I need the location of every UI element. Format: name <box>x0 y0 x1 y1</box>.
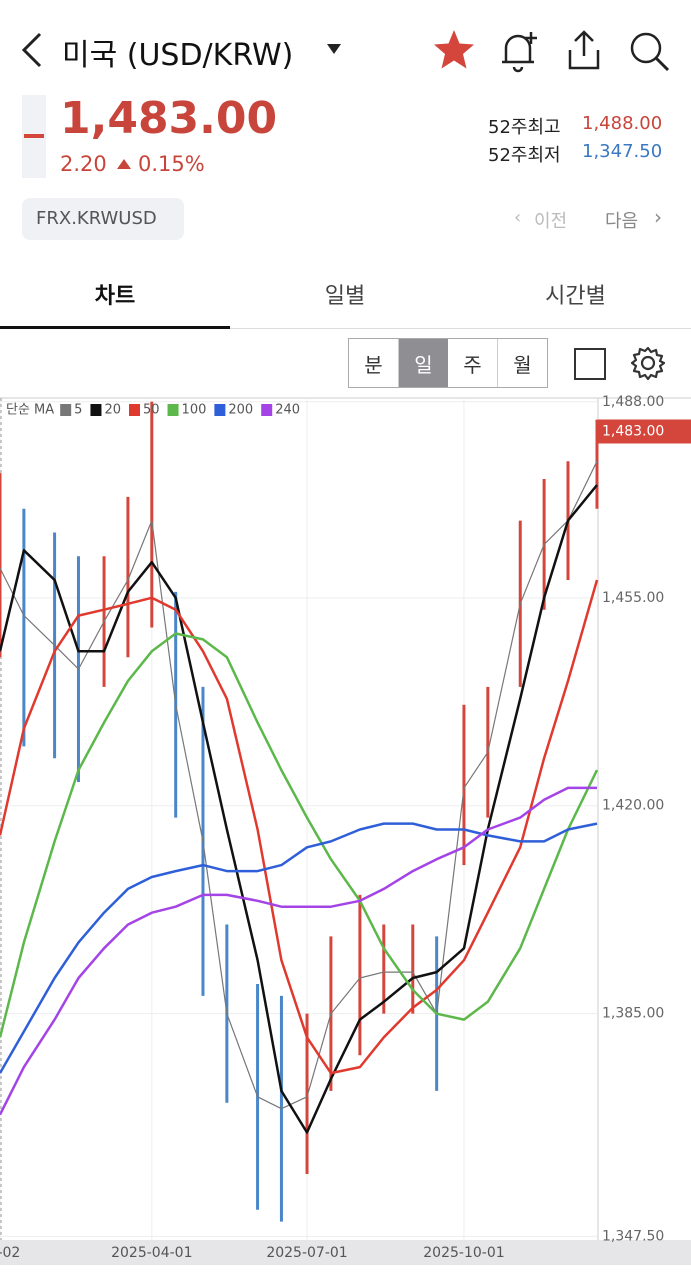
settings-icon[interactable] <box>630 345 666 381</box>
legend-label: 5 <box>74 403 82 418</box>
share-icon[interactable] <box>564 28 604 72</box>
search-icon[interactable] <box>628 30 672 74</box>
next-button[interactable]: 다음 <box>605 211 639 232</box>
low-value: 1,347.50 <box>582 141 663 162</box>
ma-line <box>0 786 597 1116</box>
y-tick-label: 1,488.00 <box>602 394 664 410</box>
ma-line <box>0 822 598 1074</box>
y-tick-label: 1,455.00 <box>602 590 664 606</box>
legend-swatch <box>261 404 273 416</box>
period-button[interactable]: 주 <box>448 339 498 387</box>
legend-label: 50 <box>143 403 160 418</box>
next-arrow[interactable]: › <box>654 205 662 229</box>
price: 1,483.00 <box>60 93 278 144</box>
code: FRX.KRWUSD <box>36 208 157 229</box>
last-price-label: 1,483.00 <box>602 423 664 439</box>
up-arrow <box>117 159 131 169</box>
legend-label: 240 <box>275 403 300 418</box>
prev-arrow[interactable]: ‹ <box>514 207 522 228</box>
ma-line <box>0 460 598 1110</box>
low-label: 52주최저 <box>488 145 561 166</box>
period-button[interactable]: 일 <box>399 339 448 387</box>
back-button[interactable] <box>18 30 48 70</box>
change-pct: 0.15% <box>138 152 205 176</box>
code-chip <box>22 198 184 240</box>
change: 2.20 <box>60 152 107 176</box>
legend-swatch <box>167 404 179 416</box>
legend-title: 단순 MA <box>6 403 54 418</box>
price-dash <box>24 134 44 138</box>
legend-swatch <box>129 404 140 416</box>
title[interactable]: 미국 (USD/KRW) <box>62 38 294 73</box>
x-tick-label: 2025-04-01 <box>111 1245 192 1261</box>
period-button[interactable]: 월 <box>513 352 532 377</box>
y-tick-label: 1,347.50 <box>602 1228 664 1244</box>
x-tick-label: 01-02 <box>0 1245 20 1261</box>
x-axis-band <box>0 1240 691 1265</box>
y-tick-label: 1,420.00 <box>602 798 664 814</box>
tab[interactable]: 시간별 <box>545 284 606 309</box>
plot-area <box>0 398 691 1265</box>
y-tick-label: 1,385.00 <box>602 1006 664 1022</box>
legend-label: 20 <box>104 403 121 418</box>
high-label: 52주최고 <box>488 117 561 138</box>
high-value: 1,488.00 <box>582 113 663 134</box>
prev-button[interactable]: 이전 <box>534 211 568 232</box>
legend-swatch <box>60 404 72 416</box>
legend-label: 100 <box>182 403 207 418</box>
x-tick-label: 2025-07-01 <box>266 1245 347 1261</box>
checkbox[interactable] <box>574 348 606 380</box>
period-button[interactable]: 분 <box>349 339 399 387</box>
last-price-tag <box>598 419 691 444</box>
tab[interactable]: 일별 <box>324 284 366 309</box>
legend-swatch <box>90 404 102 416</box>
favorite-icon[interactable] <box>432 28 476 72</box>
ma-line <box>0 579 599 1075</box>
tab-indicator <box>0 326 230 329</box>
dropdown-icon[interactable] <box>326 42 342 56</box>
legend-label: 200 <box>228 403 253 418</box>
ma-line <box>0 484 598 1134</box>
legend-swatch <box>214 404 226 416</box>
period-selector: 분 일 주 월 <box>348 338 548 388</box>
tab-divider <box>0 328 691 329</box>
tab[interactable]: 차트 <box>94 284 136 309</box>
alert-icon[interactable] <box>498 28 542 74</box>
ma-line <box>0 632 599 1038</box>
x-tick-label: 2025-10-01 <box>423 1245 504 1261</box>
